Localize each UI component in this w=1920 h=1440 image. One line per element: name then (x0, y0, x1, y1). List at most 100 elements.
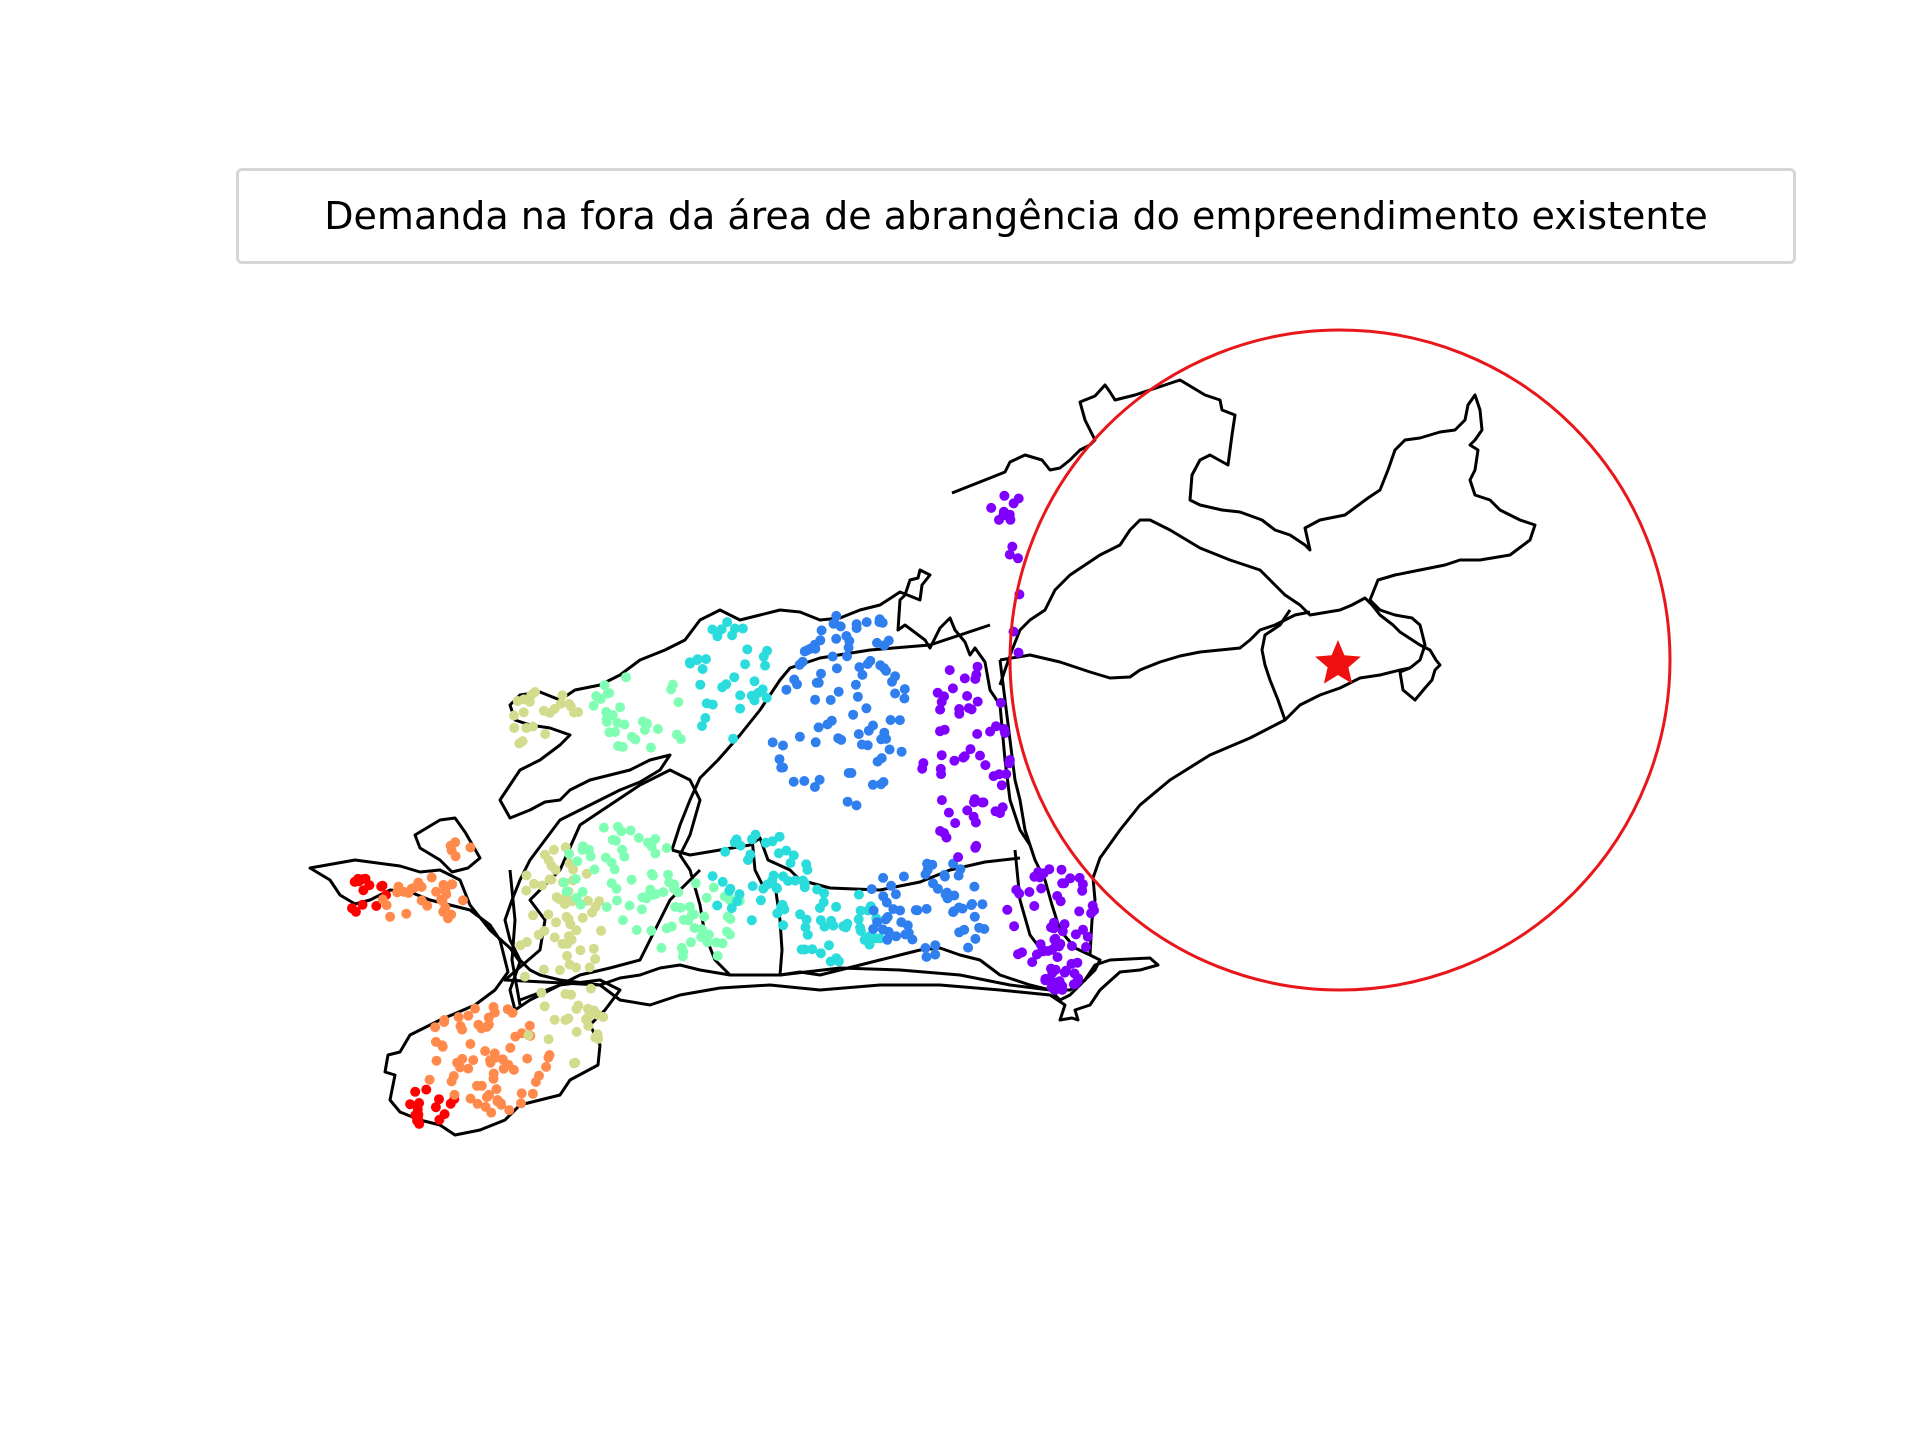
demand-point (381, 900, 392, 911)
demand-point (1029, 901, 1040, 911)
demand-point (696, 932, 707, 942)
demand-point (910, 905, 921, 916)
demand-point (621, 672, 631, 683)
demand-point (546, 874, 557, 885)
demand-point (431, 1055, 442, 1066)
demand-point (816, 668, 826, 679)
demand-point (488, 1068, 499, 1079)
demand-point (611, 895, 622, 906)
demand-point (708, 882, 719, 893)
demand-point (564, 698, 575, 709)
demand-point (612, 717, 623, 728)
demand-point (593, 1033, 604, 1044)
demand-point (549, 932, 560, 943)
demand-point (626, 874, 637, 885)
demand-point (601, 902, 612, 912)
demand-point (828, 920, 839, 931)
demand-point (842, 918, 853, 929)
demand-point (802, 864, 813, 875)
demand-point (936, 795, 947, 806)
district-line (998, 659, 1032, 846)
demand-point (598, 822, 609, 833)
demand-point (833, 686, 844, 697)
demand-point (941, 832, 952, 843)
demand-point (528, 910, 539, 921)
demand-point (935, 726, 945, 737)
demand-point (561, 911, 572, 922)
demand-point (811, 677, 822, 688)
demand-point (864, 931, 875, 942)
demand-point (565, 919, 576, 930)
demand-point (701, 654, 711, 665)
demand-point (970, 674, 981, 684)
demand-point (930, 940, 941, 951)
demand-point (883, 635, 894, 646)
demand-point (833, 733, 844, 744)
demand-point (1070, 929, 1081, 940)
demand-point (463, 1063, 474, 1074)
demand-point (664, 877, 675, 888)
demand-point (571, 1026, 582, 1037)
demand-point (571, 962, 582, 973)
demand-point (658, 887, 669, 898)
demand-point (492, 1096, 503, 1107)
demand-point (445, 840, 456, 851)
demand-point (735, 703, 746, 714)
region-outline (413, 816, 482, 874)
demand-point (943, 807, 954, 818)
legend-label: Demanda na fora da área de abrangência d… (324, 194, 1708, 238)
demand-point (878, 872, 889, 883)
demand-point (1036, 883, 1047, 894)
demand-point (728, 733, 739, 744)
demand-point (717, 876, 728, 887)
demand-point (855, 926, 866, 936)
demand-point (818, 897, 829, 908)
demand-point (1009, 921, 1020, 932)
demand-point (721, 926, 732, 937)
demand-point (564, 858, 575, 869)
demand-point (742, 644, 753, 655)
demand-point (1061, 965, 1072, 976)
demand-point (1082, 931, 1093, 942)
demand-point (1007, 541, 1018, 552)
demand-point (1004, 509, 1015, 520)
demand-point (810, 694, 821, 705)
demand-point (470, 1003, 480, 1014)
demand-point (570, 874, 581, 884)
demand-point (868, 905, 879, 916)
demand-point (977, 899, 988, 910)
demand-point (965, 744, 976, 755)
demand-point (746, 915, 757, 926)
demand-point (959, 924, 970, 935)
demand-point (921, 903, 932, 914)
demand-point (809, 782, 820, 792)
demand-point (1038, 946, 1049, 957)
demand-point (876, 753, 887, 764)
demand-point (426, 872, 437, 883)
demand-point (794, 731, 805, 742)
demand-point (1054, 941, 1064, 952)
demand-point (740, 659, 751, 670)
demand-point (953, 870, 964, 881)
demand-point (676, 942, 687, 953)
demand-point (732, 896, 743, 907)
demand-point (491, 1084, 502, 1095)
demand-point (921, 951, 932, 962)
demand-point (814, 774, 825, 785)
region-outline (951, 378, 1537, 702)
demand-point (939, 870, 950, 880)
demand-point (465, 1093, 476, 1104)
demand-point (666, 684, 677, 695)
demand-point (850, 679, 861, 690)
demand-point (750, 829, 761, 840)
demand-point (610, 835, 621, 846)
demand-point (747, 881, 758, 892)
demand-point (581, 868, 592, 879)
demand-point (767, 737, 778, 748)
demand-point (508, 1064, 519, 1075)
demand-point (548, 844, 559, 855)
demand-point (661, 843, 672, 853)
demand-point (599, 680, 610, 691)
demand-point (563, 1013, 574, 1024)
demand-point (853, 914, 864, 925)
